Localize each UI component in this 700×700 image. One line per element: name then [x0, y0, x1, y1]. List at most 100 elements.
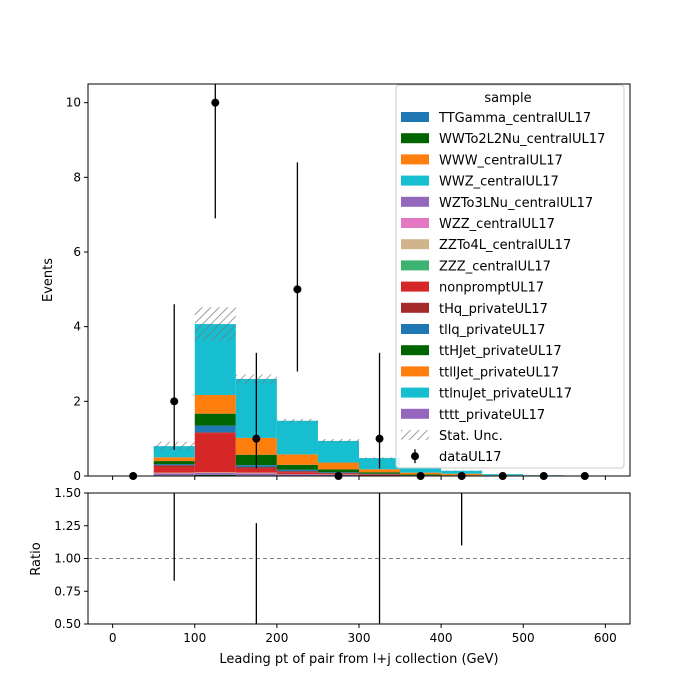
legend-swatch: [401, 324, 429, 334]
legend-item-tHq_privateUL17: tHq_privateUL17: [401, 302, 548, 317]
bar-ttlnuJet_privateUL17-bin-4: [276, 420, 318, 455]
bar-tllq_privateUL17-bin-4: [276, 469, 318, 472]
legend-item-WWZ_centralUL17: WWZ_centralUL17: [401, 175, 559, 190]
bar-ttHJet_privateUL17-bin-2: [194, 413, 236, 426]
ratio-ytick-label-0: 0.50: [54, 617, 81, 631]
bar-ttllJet_privateUL17-bin-6: [359, 469, 401, 473]
legend-label: tHq_privateUL17: [439, 302, 548, 317]
legend-title: sample: [484, 91, 531, 106]
data-point-6: [375, 434, 384, 443]
legend-item-ZZZ_centralUL17: ZZZ_centralUL17: [401, 259, 551, 274]
legend-swatch: [411, 452, 419, 461]
bar-nonpromptUL17-bin-2: [194, 433, 236, 473]
bar-WZTo3LNu_centralUL17-bin-3: [235, 473, 277, 476]
ratio-xtick-label-200: 200: [265, 631, 288, 645]
bar-nonpromptUL17-bin-3: [235, 468, 277, 473]
main-ytick-label-4: 4: [73, 320, 81, 334]
ratio-xtick-label-0: 0: [109, 631, 117, 645]
legend-swatch: [401, 175, 429, 186]
legend-label: ZZZ_centralUL17: [439, 259, 551, 274]
main-ytick-label-0: 0: [73, 469, 81, 483]
legend-box: [395, 84, 625, 469]
data-points: [129, 84, 589, 480]
legend-label: tttt_privateUL17: [439, 408, 545, 423]
legend-label: Stat. Unc.: [439, 429, 503, 444]
legend-item-ttllJet_privateUL17: ttllJet_privateUL17: [401, 365, 559, 380]
bar-WWTo2L2Nu_centralUL17-bin-2: [194, 474, 236, 476]
main-ytick-label-2: 2: [73, 394, 81, 408]
ratio-xtick-label-500: 500: [512, 631, 535, 645]
legend-item-tllq_privateUL17: tllq_privateUL17: [401, 323, 545, 338]
legend-item-WZZ_centralUL17: WZZ_centralUL17: [401, 217, 555, 232]
ratio-xtick-label-300: 300: [348, 631, 371, 645]
legend-swatch: [401, 345, 429, 356]
ratio-x-ticks: 0 100 200 300 400 500 600: [109, 624, 617, 645]
ratio-plot: 0.50 0.75 1.00 1.25 1.50 0 100 200 300 400 500 600…: [29, 486, 631, 667]
data-point-1: [170, 397, 179, 406]
legend-label: nonpromptUL17: [439, 281, 544, 296]
legend: sample TTGamma_centralUL17 WWTo2L2Nu_cent…: [395, 84, 625, 469]
legend-swatch: [401, 239, 429, 250]
legend-item-dataUL17: dataUL17: [411, 449, 502, 465]
bar-ZZTo4L_centralUL17-bin-2: [194, 472, 236, 474]
bar-nonpromptUL17-bin-6: [359, 474, 401, 476]
main-x-ticks: [112, 476, 606, 480]
legend-label: WWW_centralUL17: [439, 153, 563, 168]
ratio-y-ticks: 0.50 0.75 1.00 1.25 1.50: [54, 486, 88, 631]
bar-tHq_privateUL17-bin-2: [194, 432, 236, 434]
x-axis-label: Leading pt of pair from l+j collection (…: [219, 652, 498, 667]
legend-label: TTGamma_centralUL17: [438, 111, 591, 126]
legend-swatch: [401, 112, 429, 122]
ratio-ytick-label-2: 1.00: [54, 552, 81, 566]
bar-ttHJet_privateUL17-bin-5: [317, 469, 359, 473]
main-ytick-label-6: 6: [73, 245, 81, 259]
legend-item-tttt_privateUL17: tttt_privateUL17: [401, 408, 545, 423]
legend-label: WWZ_centralUL17: [439, 175, 559, 190]
ratio-xtick-label-100: 100: [183, 631, 206, 645]
legend-swatch: [401, 430, 429, 440]
bar-tllq_privateUL17-bin-2: [194, 425, 236, 433]
legend-item-Stat. Unc.: Stat. Unc.: [401, 429, 503, 444]
bar-WZTo3LNu_centralUL17-bin-4: [276, 474, 318, 476]
bar-ttllJet_privateUL17-bin-2: [194, 394, 236, 414]
stat-unc-bin-5: [317, 439, 359, 443]
legend-item-TTGamma_centralUL17: TTGamma_centralUL17: [401, 111, 591, 126]
bar-tHq_privateUL17-bin-6: [359, 474, 401, 475]
bar-tHq_privateUL17-bin-1: [153, 465, 195, 468]
legend-swatch: [401, 218, 429, 228]
legend-item-ttlnuJet_privateUL17: ttlnuJet_privateUL17: [401, 387, 572, 402]
legend-item-nonpromptUL17: nonpromptUL17: [401, 281, 544, 296]
bar-nonpromptUL17-bin-4: [276, 472, 318, 475]
main-y-axis-label: Events: [41, 258, 56, 302]
bar-tHq_privateUL17-bin-4: [276, 471, 318, 473]
legend-swatch: [401, 154, 429, 165]
main-ytick-label-10: 10: [66, 96, 81, 110]
main-plot: 0 2 4 6 8 10 Events: [41, 83, 631, 483]
ratio-ytick-label-1: 0.75: [54, 584, 81, 598]
bar-ttHJet_privateUL17-bin-1: [153, 461, 195, 465]
bar-ttllJet_privateUL17-bin-5: [317, 462, 359, 470]
ratio-ytick-label-4: 1.50: [54, 486, 81, 500]
main-y-ticks: 0 2 4 6 8 10: [66, 96, 88, 483]
legend-swatch: [401, 366, 429, 377]
bar-ttllJet_privateUL17-bin-4: [276, 454, 318, 465]
bar-ZZTo4L_centralUL17-bin-1: [153, 472, 195, 474]
legend-item-WZTo3LNu_centralUL17: WZTo3LNu_centralUL17: [401, 196, 593, 211]
ratio-y-axis-label: Ratio: [29, 542, 44, 575]
bar-ttlnuJet_privateUL17-bin-7: [400, 467, 442, 473]
data-point-4: [293, 285, 302, 294]
legend-item-WWTo2L2Nu_centralUL17: WWTo2L2Nu_centralUL17: [401, 132, 605, 147]
legend-swatch: [401, 387, 429, 398]
legend-swatch: [401, 408, 429, 419]
legend-swatch: [401, 196, 429, 207]
bar-ZZTo4L_centralUL17-bin-3: [235, 472, 277, 474]
bar-ttlnuJet_privateUL17-bin-5: [317, 440, 359, 463]
bar-WZTo3LNu_centralUL17-bin-1: [153, 473, 195, 476]
legend-label: ZZTo4L_centralUL17: [439, 238, 571, 253]
data-point-2: [211, 98, 220, 107]
ratio-axes-frame: [87, 492, 631, 625]
bar-tllq_privateUL17-bin-1: [153, 464, 195, 466]
ratio-ytick-label-3: 1.25: [54, 519, 81, 533]
stat-unc-bin-8: [441, 470, 483, 472]
